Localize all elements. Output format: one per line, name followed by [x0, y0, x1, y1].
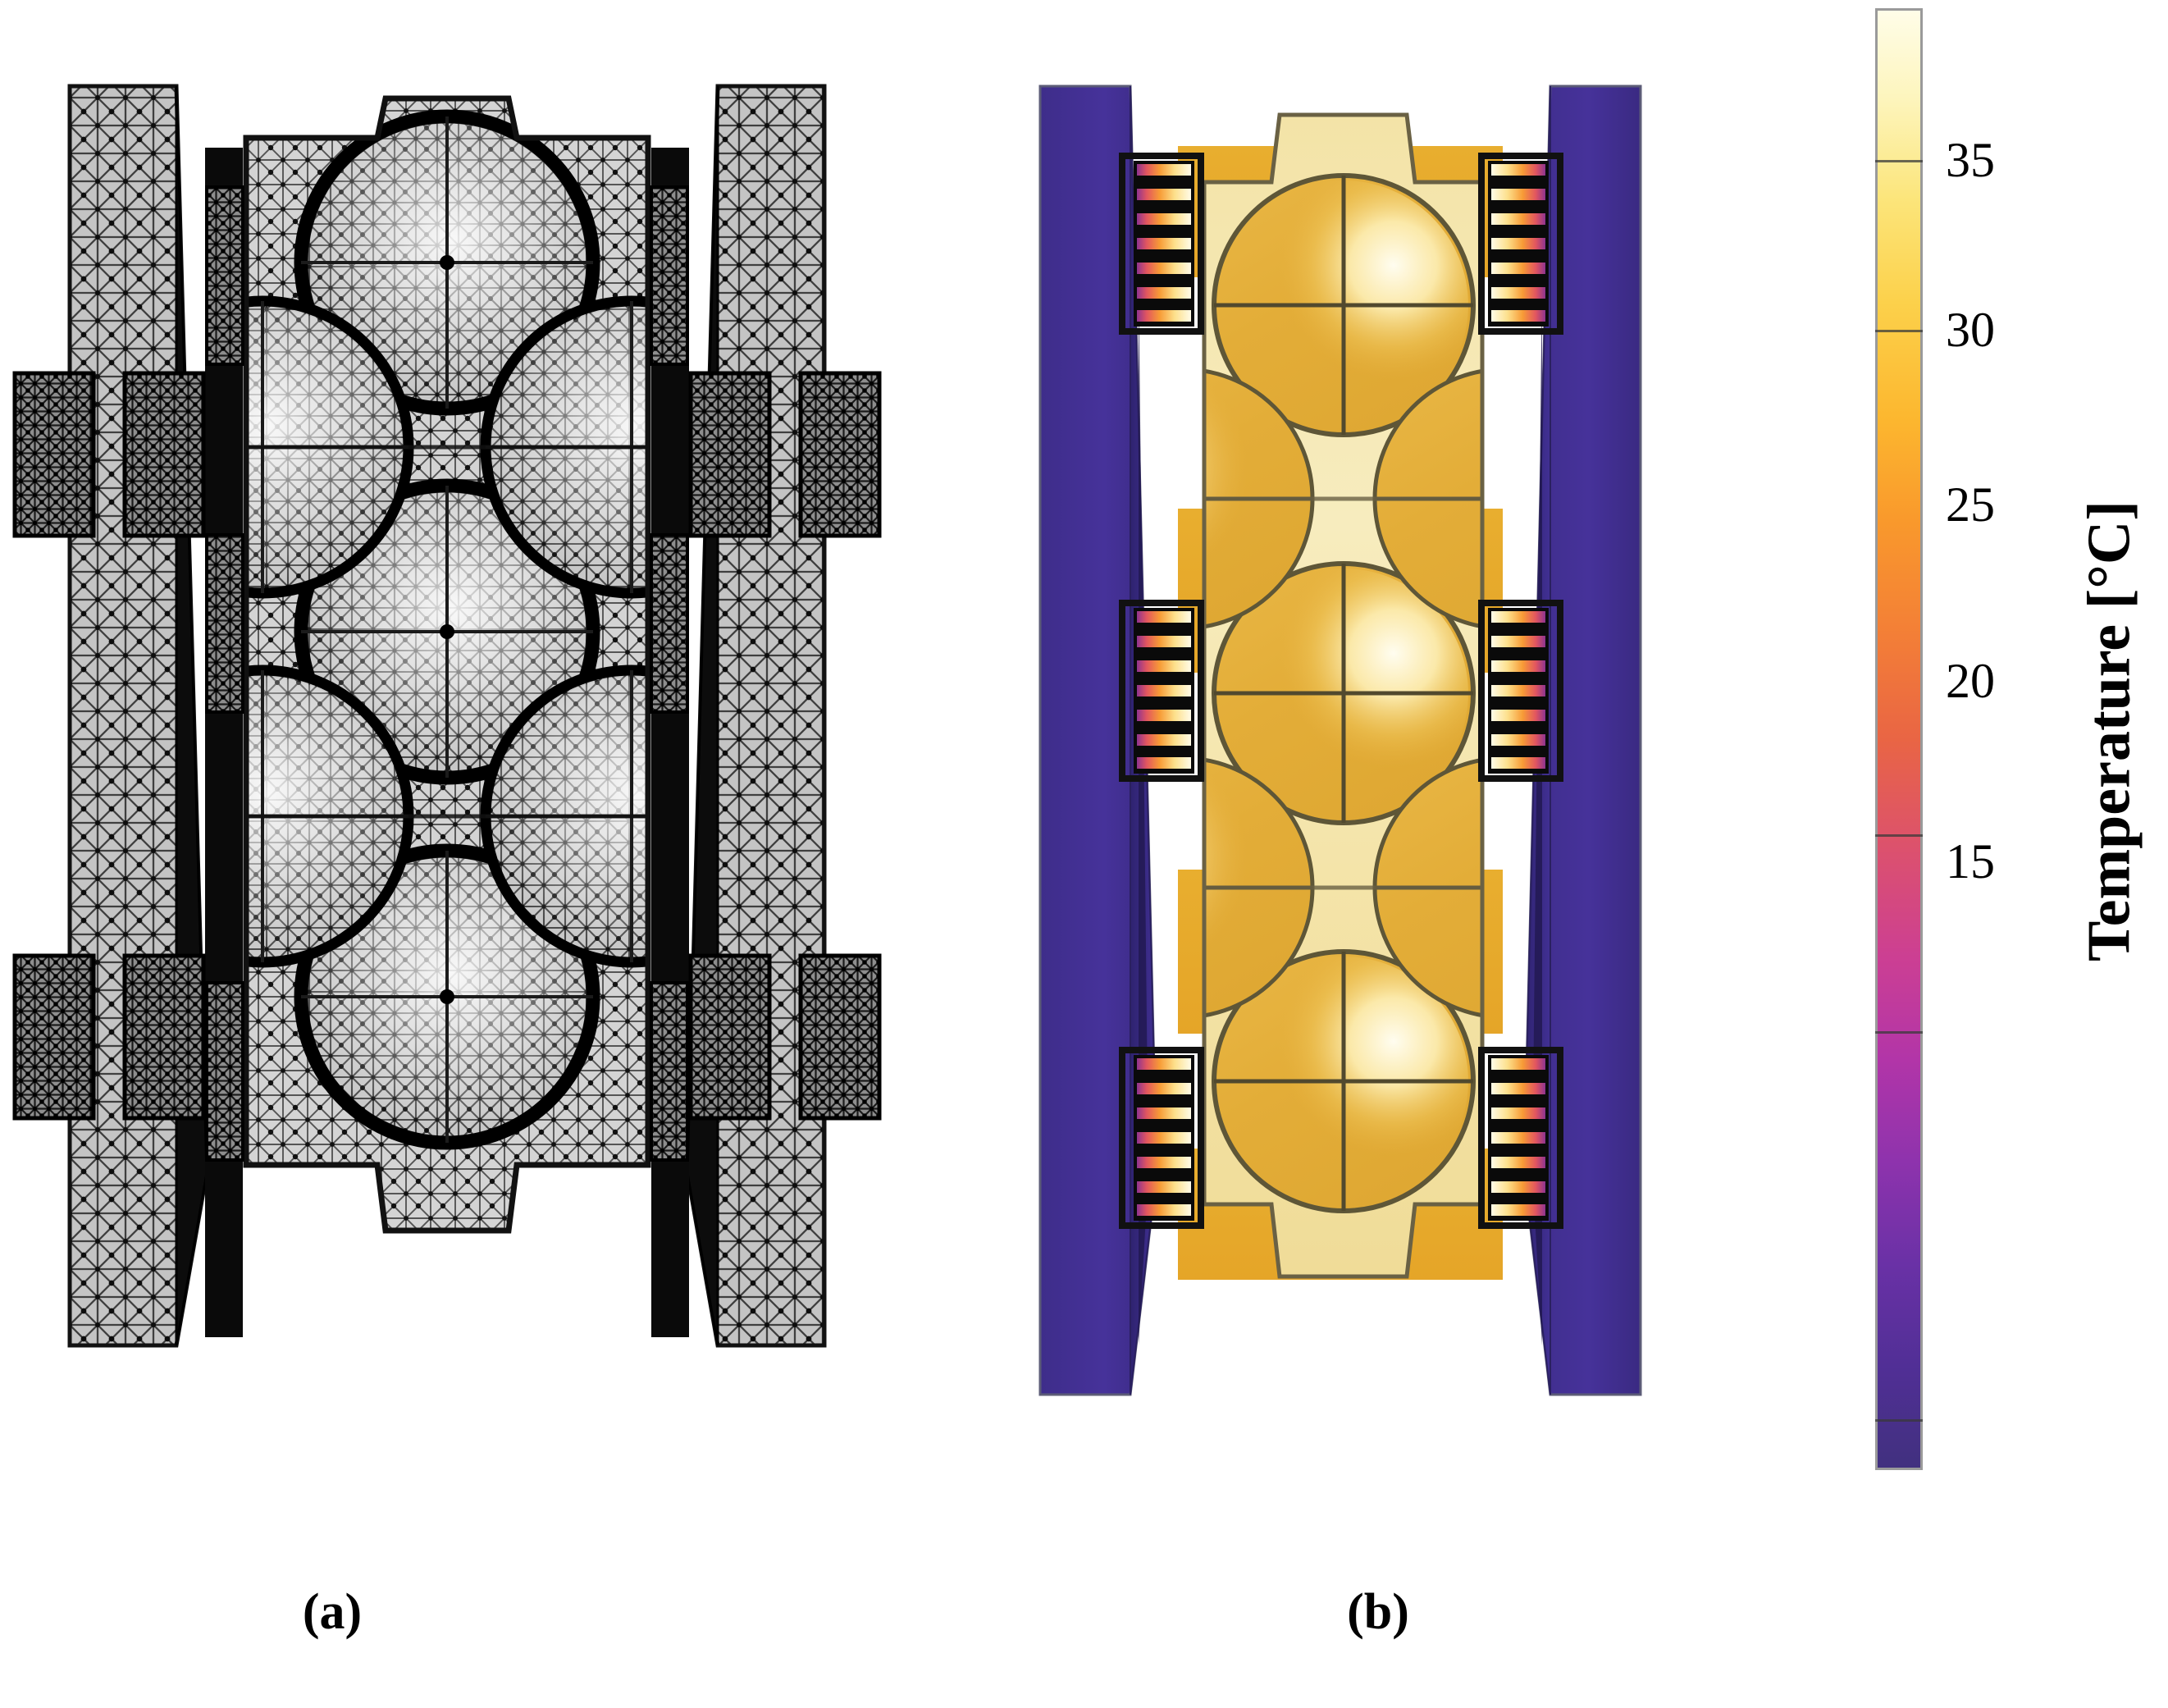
- temp-cell: [1212, 561, 1476, 825]
- panel-b-caption: (b): [1347, 1584, 1409, 1640]
- colorbar-gradient: [1875, 8, 1923, 1470]
- colorbar-tick: [1875, 160, 1923, 162]
- colorbar-axis-title: Temperature [°C]: [2061, 0, 2159, 1462]
- mesh-side-lug: [12, 371, 882, 1121]
- mesh-left-rail: [67, 84, 209, 1348]
- colorbar-tick: [1875, 1419, 1923, 1422]
- colorbar-tick-label-25: 25: [1946, 477, 1995, 532]
- mesh-plot-svg: [12, 84, 882, 1348]
- temp-cell: [1212, 949, 1476, 1213]
- colorbar-tick: [1875, 834, 1923, 837]
- panel-a-caption: (a): [302, 1584, 363, 1640]
- mesh-cell: [294, 843, 600, 1150]
- colorbar-tick-label-30: 30: [1946, 303, 1995, 357]
- panel-a-mesh: [0, 0, 984, 1559]
- mesh-cell: [294, 109, 600, 416]
- temp-fin-stack: [1119, 153, 1563, 1229]
- mesh-fin-stack: [205, 185, 689, 1162]
- temperature-plot-svg: [1038, 84, 1642, 1396]
- temp-cell: [1212, 173, 1476, 437]
- mesh-cell-group: [246, 109, 648, 1150]
- colorbar-tick-label-35: 35: [1946, 133, 1995, 187]
- mesh-cell: [294, 478, 600, 785]
- colorbar-legend: 35 30 25 20 15: [1875, 8, 1995, 1470]
- colorbar-tick-label-15: 15: [1946, 834, 1995, 888]
- colorbar-tick: [1875, 1031, 1923, 1034]
- mesh-right-rail: [685, 84, 827, 1348]
- colorbar-axis-title-text: Temperature [°C]: [2075, 500, 2143, 961]
- panel-b-temperature: [1034, 0, 1772, 1559]
- colorbar-tick: [1875, 330, 1923, 332]
- temp-cell-group: [1204, 173, 1482, 1213]
- colorbar-tick-label-20: 20: [1946, 654, 1995, 708]
